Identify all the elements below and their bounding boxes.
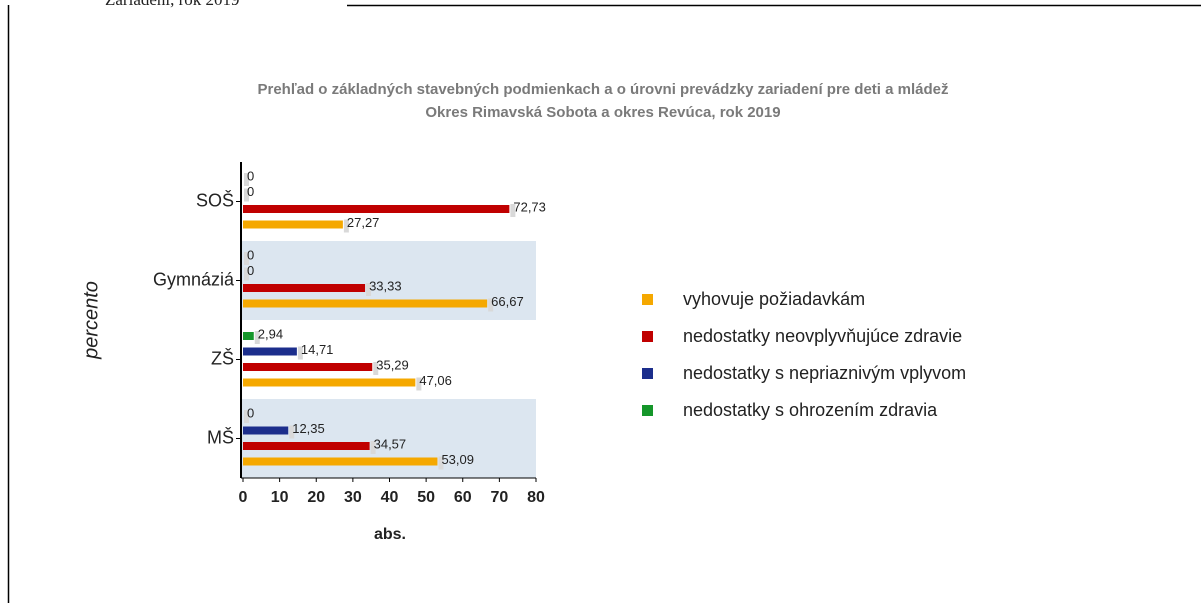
bar [243, 442, 370, 450]
value-label-box [297, 346, 303, 360]
value-label-box [366, 283, 372, 296]
y-axis-label: percento [80, 281, 102, 360]
value-label: 72,73 [513, 199, 546, 214]
value-label: 2,94 [258, 326, 283, 341]
x-tick-label: 40 [381, 489, 399, 506]
x-tick-label: 70 [490, 489, 508, 506]
value-label-box [438, 456, 444, 470]
bar [243, 332, 254, 340]
value-label-box [244, 267, 249, 281]
value-label-box [343, 219, 349, 233]
value-label: 0 [247, 247, 254, 262]
value-label: 53,09 [441, 452, 474, 467]
value-label-box [488, 298, 494, 312]
value-label: 27,27 [347, 215, 380, 230]
value-label: 12,35 [292, 421, 325, 436]
category-label: Gymnáziá [153, 269, 235, 289]
value-label-box [244, 410, 249, 423]
legend-swatch [642, 405, 653, 416]
legend-label: nedostatky s ohrozením zdravia [683, 400, 938, 420]
chart-title: Prehľad o základných stavebných podmienk… [257, 81, 948, 98]
value-label-box [244, 188, 249, 202]
legend-swatch [642, 368, 653, 379]
value-label: 34,57 [374, 436, 407, 451]
legend-label: nedostatky s nepriaznivým vplyvom [683, 363, 966, 383]
x-tick-label: 0 [239, 489, 248, 506]
x-tick-label: 20 [307, 489, 325, 506]
bar [243, 378, 416, 387]
value-label: 33,33 [369, 278, 402, 293]
legend-swatch [642, 331, 653, 342]
x-tick-label: 60 [454, 489, 472, 506]
value-label: 47,06 [419, 373, 452, 388]
bar [243, 220, 343, 229]
value-label-box [510, 204, 516, 217]
x-tick-label: 80 [527, 489, 545, 506]
bar [243, 363, 373, 371]
category-label: MŠ [207, 426, 234, 447]
category-label: SOŠ [196, 189, 234, 210]
bar [243, 457, 438, 466]
value-label-box [244, 173, 249, 186]
chart-subtitle: Okres Rimavská Sobota a okres Revúca, ro… [425, 104, 780, 121]
value-label-box [370, 441, 376, 454]
legend-label: vyhovuje požiadavkám [683, 289, 865, 309]
value-label: 66,67 [491, 294, 524, 309]
value-label: 0 [247, 168, 254, 183]
value-label-box [254, 331, 260, 344]
bar [243, 205, 510, 213]
value-label: 0 [247, 184, 254, 199]
value-label-box [289, 425, 295, 439]
x-axis-label: abs. [374, 526, 406, 543]
x-tick-label: 50 [417, 489, 435, 506]
value-label-box [416, 377, 422, 391]
value-label: 0 [247, 263, 254, 278]
bar [243, 284, 366, 292]
value-label: 35,29 [376, 357, 409, 372]
bar [243, 347, 297, 356]
legend-swatch [642, 294, 653, 305]
x-tick-label: 10 [271, 489, 289, 506]
legend-label: nedostatky neovplyvňujúce zdravie [683, 326, 962, 346]
bar [243, 299, 488, 308]
page-header: Zariadení, rok 2019 [105, 0, 240, 9]
bar [243, 426, 289, 435]
value-label-box [244, 252, 249, 265]
value-label: 0 [247, 405, 254, 420]
x-tick-label: 30 [344, 489, 362, 506]
category-label: ZŠ [211, 347, 234, 368]
value-label: 14,71 [301, 342, 334, 357]
value-label-box [373, 362, 379, 375]
